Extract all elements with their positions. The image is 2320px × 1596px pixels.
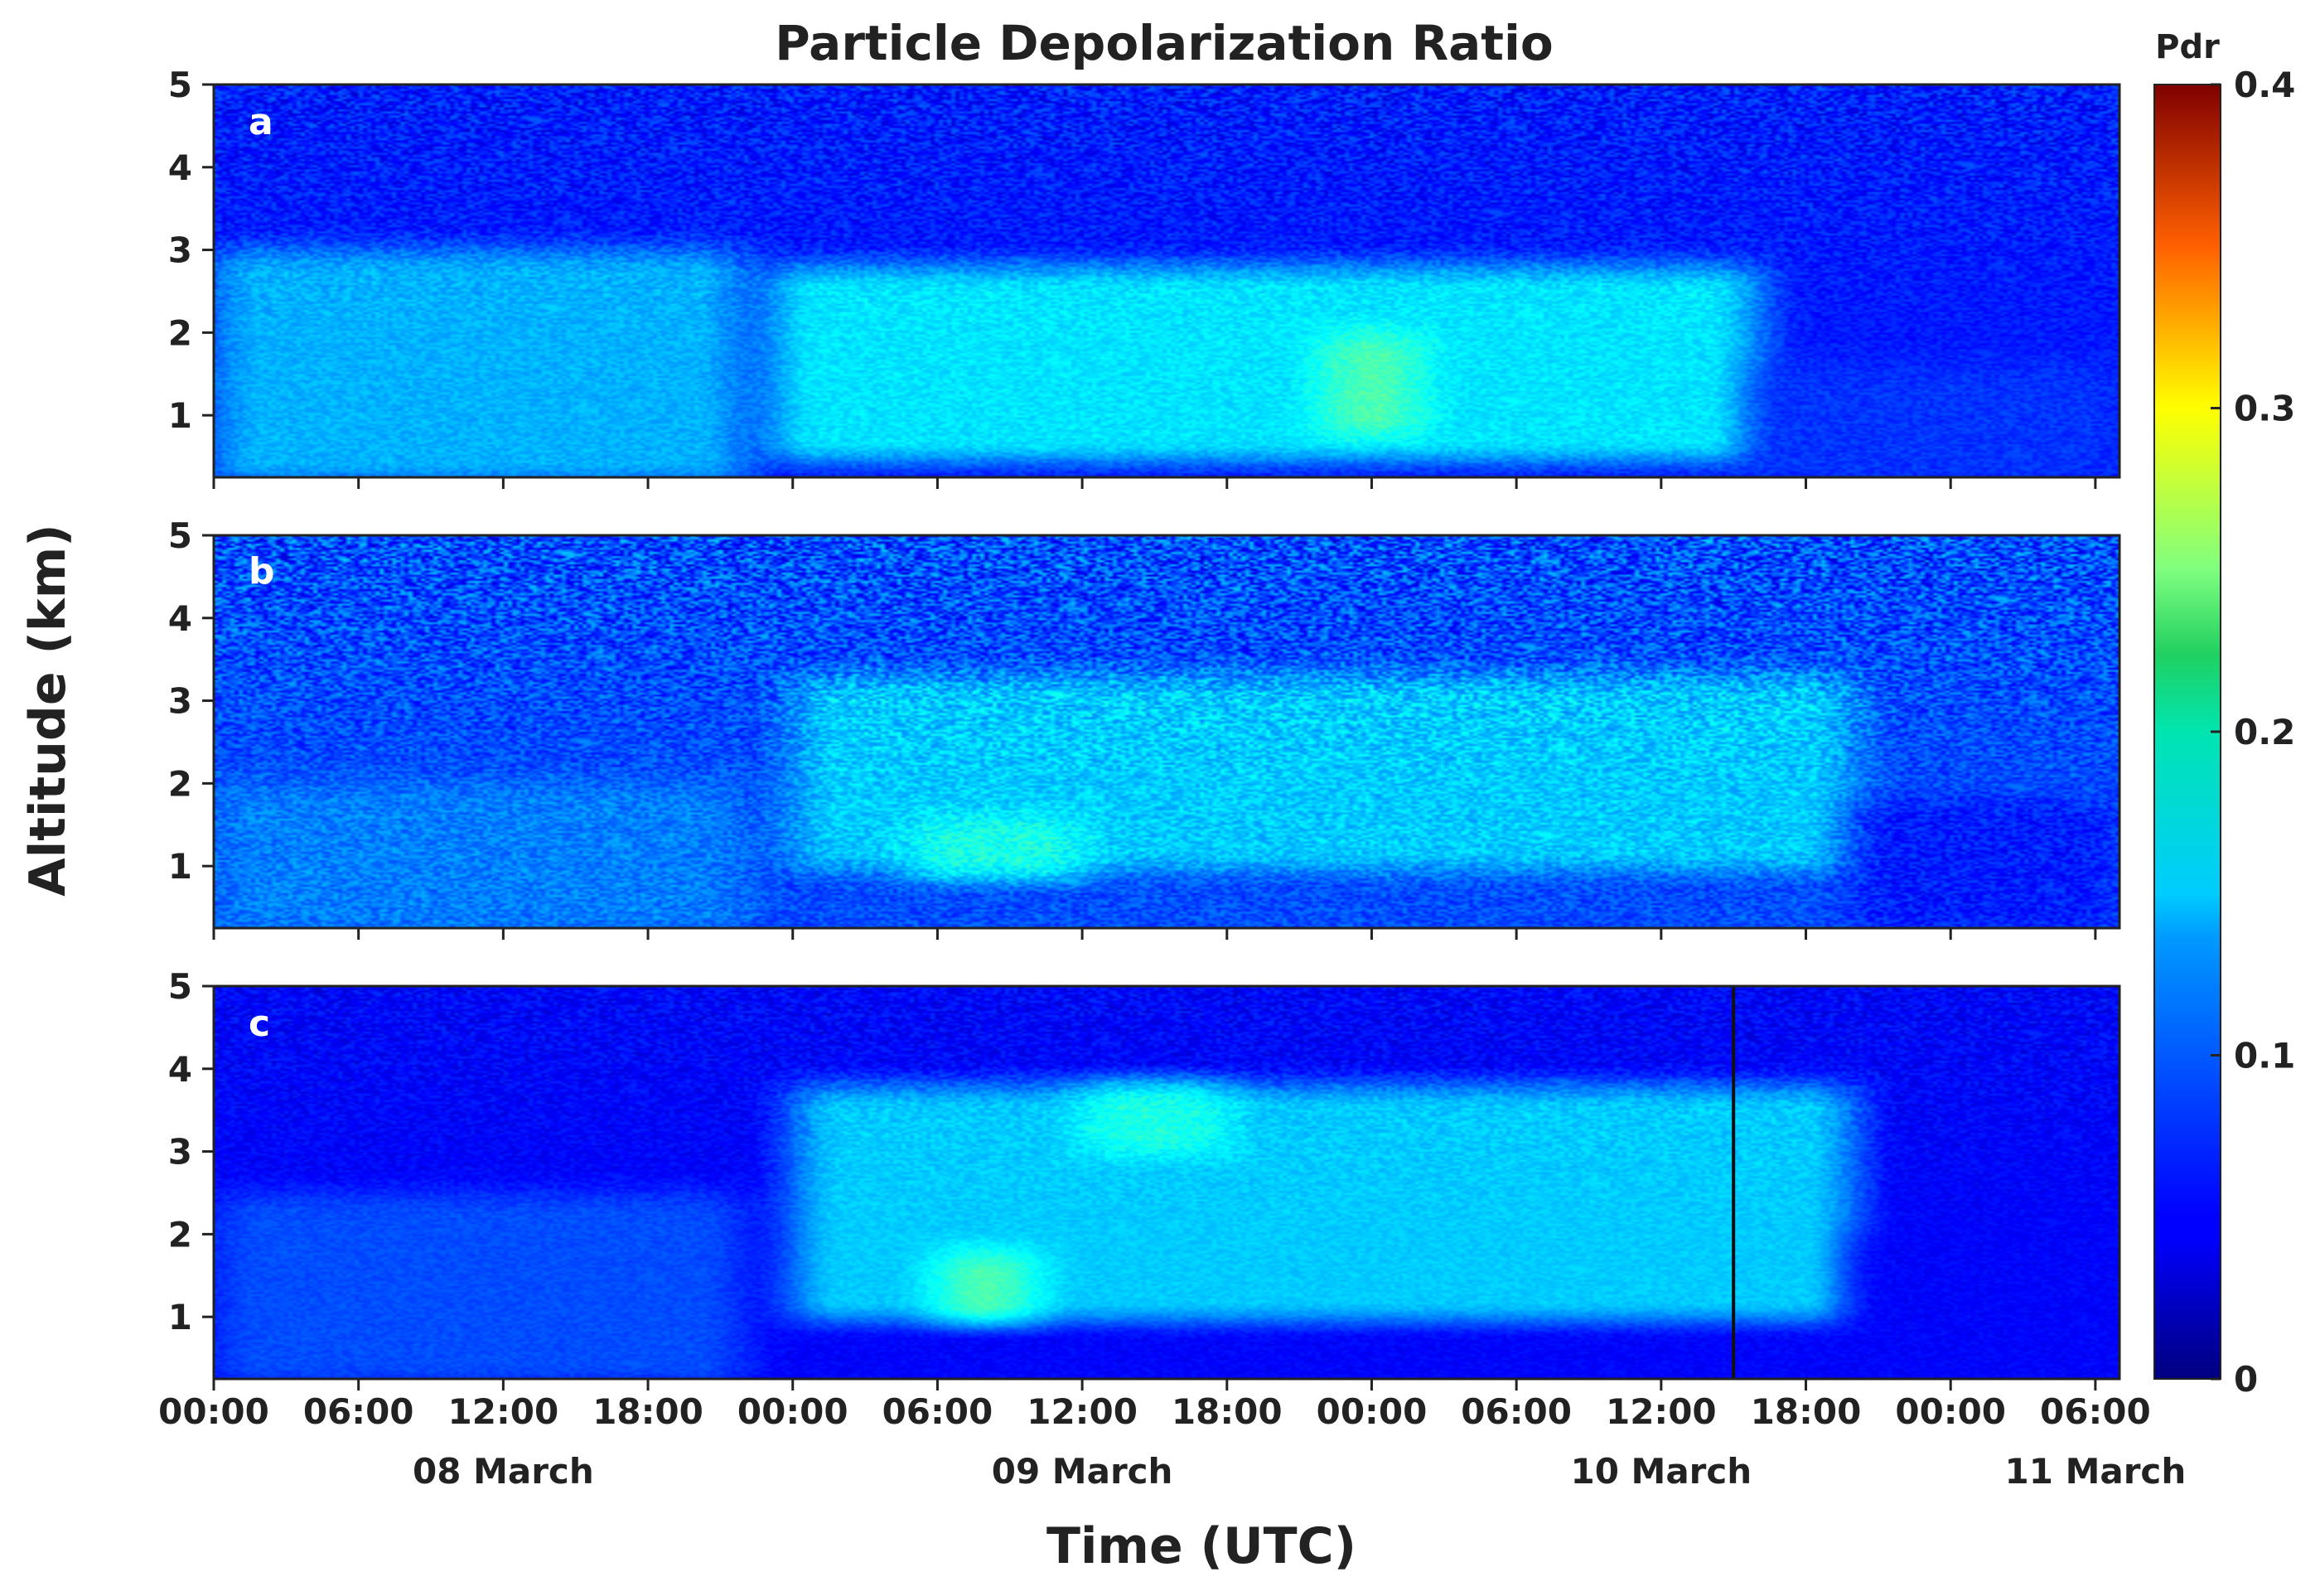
colorbar-bar [2153,84,2221,1380]
x-axis-label: Time (UTC) [1046,1517,1356,1575]
y-tick-label: 1 [168,1297,192,1337]
colorbar-tick-label: 0.1 [2234,1036,2295,1076]
y-tick-label: 3 [168,681,192,722]
panel-b-x-ticks [212,928,2097,940]
y-tick-label: 5 [168,515,192,556]
panel-c-x-ticks [212,1379,2097,1390]
y-tick-label: 5 [168,966,192,1007]
colorbar-tick-label: 0.3 [2234,389,2295,429]
panel-a-heatmap [214,85,2119,477]
colorbar-tick-label: 0.4 [2234,65,2295,105]
date-label: 10 March [1570,1451,1752,1492]
colorbar-tick-label: 0 [2234,1359,2258,1400]
date-label: 09 March [992,1451,1173,1492]
x-tick-label: 06:00 [1461,1391,1572,1432]
y-tick-label: 1 [168,395,192,436]
panel-c-heatmap [214,986,2119,1379]
panel-c: c 1 2 3 4 5 [168,966,2121,1390]
panel-b-frame [212,534,2121,930]
x-tick-label: 00:00 [737,1391,848,1432]
x-tick-label: 18:00 [592,1391,703,1432]
x-tick-label: 00:00 [158,1391,269,1432]
y-tick-label: 2 [168,1214,192,1255]
panel-a: a 1 2 3 4 5 [168,65,2121,489]
panel-b: b 1 2 3 4 5 [168,515,2121,940]
panel-b-heatmap [214,535,2119,928]
panel-a-y-ticks: 1 2 3 4 5 [168,65,214,436]
colorbar-ticks: 0 0.1 0.2 0.3 0.4 [2211,65,2295,1400]
x-tick-label: 06:00 [303,1391,414,1432]
y-tick-label: 2 [168,763,192,804]
panel-a-label: a [249,101,273,143]
panel-c-frame [212,984,2121,1381]
x-tick-label: 06:00 [2040,1391,2151,1432]
date-label: 11 March [2005,1451,2187,1492]
y-tick-label: 5 [168,65,192,105]
x-tick-label: 18:00 [1172,1391,1283,1432]
x-tick-label: 12:00 [1606,1391,1717,1432]
x-tick-label: 00:00 [1317,1391,1428,1432]
panel-a-x-ticks [212,477,2097,489]
panel-a-frame [212,83,2121,479]
date-labels: 08 March 09 March 10 March 11 March [413,1451,2186,1492]
panel-b-label: b [249,550,275,592]
x-tick-label: 18:00 [1751,1391,1862,1432]
y-axis-label: Altitude (km) [19,524,77,896]
y-tick-label: 3 [168,1132,192,1173]
panel-b-y-ticks: 1 2 3 4 5 [168,515,214,887]
panel-c-label: c [249,1003,270,1045]
y-tick-label: 4 [168,598,192,639]
colorbar-tick-label: 0.2 [2234,712,2295,752]
colorbar: Pdr 0 0.1 0.2 0.3 0.4 [2153,28,2295,1400]
y-tick-label: 2 [168,312,192,353]
y-tick-label: 4 [168,1049,192,1090]
y-tick-label: 3 [168,230,192,271]
y-tick-label: 1 [168,846,192,887]
chart-title: Particle Depolarization Ratio [775,15,1554,71]
panel-c-y-ticks: 1 2 3 4 5 [168,966,214,1337]
y-tick-label: 4 [168,148,192,188]
date-label: 08 March [413,1451,594,1492]
x-tick-label: 12:00 [1027,1391,1138,1432]
colorbar-label: Pdr [2155,28,2220,66]
x-tick-label: 00:00 [1895,1391,2006,1432]
x-tick-label: 12:00 [448,1391,559,1432]
x-tick-labels: 00:00 06:00 12:00 18:00 00:00 06:00 12:00 18:00… [158,1391,2151,1432]
x-tick-label: 06:00 [882,1391,993,1432]
